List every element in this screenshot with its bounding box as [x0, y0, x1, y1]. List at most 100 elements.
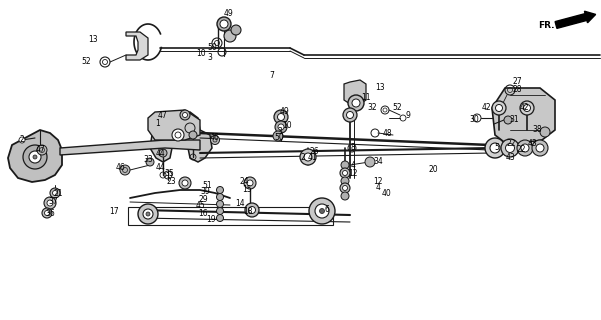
Text: 48: 48 [382, 129, 392, 138]
Circle shape [485, 138, 505, 158]
Text: 38: 38 [532, 125, 542, 134]
Circle shape [247, 180, 253, 186]
Text: 10: 10 [282, 121, 292, 130]
Circle shape [216, 194, 224, 201]
Text: 22: 22 [506, 139, 516, 148]
Text: 4: 4 [376, 182, 380, 191]
Polygon shape [8, 130, 62, 182]
Text: 12: 12 [348, 169, 358, 178]
Circle shape [44, 211, 49, 215]
Text: 9: 9 [406, 111, 410, 121]
Text: 33: 33 [143, 156, 153, 164]
Circle shape [304, 153, 312, 161]
Text: 21: 21 [53, 189, 63, 198]
Circle shape [245, 203, 259, 217]
Circle shape [42, 208, 52, 218]
Text: 15: 15 [242, 186, 252, 195]
Circle shape [320, 209, 325, 213]
Text: 10: 10 [196, 49, 206, 58]
Text: 49: 49 [223, 9, 233, 18]
Text: 28: 28 [512, 84, 522, 93]
Circle shape [146, 158, 154, 166]
Circle shape [248, 206, 255, 213]
Bar [128, 207, 333, 225]
Circle shape [44, 197, 56, 209]
Text: 52: 52 [81, 58, 91, 67]
Text: 32: 32 [367, 103, 377, 113]
Text: 44: 44 [155, 164, 165, 172]
Circle shape [224, 30, 236, 42]
Circle shape [309, 198, 335, 224]
Text: 14: 14 [235, 199, 245, 209]
Circle shape [23, 145, 47, 169]
Circle shape [520, 101, 534, 115]
Circle shape [315, 204, 329, 218]
Circle shape [244, 177, 256, 189]
Text: 45: 45 [196, 202, 206, 211]
Circle shape [273, 131, 283, 141]
Polygon shape [126, 32, 148, 60]
Text: 29: 29 [198, 195, 208, 204]
Circle shape [37, 145, 47, 155]
Text: 26: 26 [309, 147, 319, 156]
Circle shape [348, 95, 364, 111]
Text: 51: 51 [202, 180, 212, 189]
Circle shape [159, 149, 167, 157]
Circle shape [216, 187, 224, 194]
Text: 11: 11 [361, 93, 371, 102]
Circle shape [517, 140, 533, 156]
Text: 3: 3 [278, 127, 282, 137]
Circle shape [146, 212, 150, 216]
Text: 13: 13 [88, 36, 98, 44]
Circle shape [19, 137, 25, 143]
Circle shape [340, 183, 350, 193]
Text: 42: 42 [519, 103, 529, 113]
Text: 23: 23 [166, 177, 176, 186]
Text: 42: 42 [481, 103, 491, 113]
Circle shape [29, 151, 41, 163]
Circle shape [278, 114, 284, 121]
Circle shape [180, 110, 190, 120]
Text: 5: 5 [495, 143, 499, 153]
Circle shape [540, 127, 550, 137]
Circle shape [532, 140, 548, 156]
Text: 13: 13 [375, 84, 385, 92]
Circle shape [210, 135, 219, 145]
Text: 34: 34 [373, 156, 383, 165]
Text: 46: 46 [209, 133, 219, 142]
Text: FR.: FR. [538, 21, 554, 30]
Circle shape [172, 129, 184, 141]
Text: 12: 12 [373, 177, 383, 186]
FancyArrow shape [555, 11, 596, 28]
Text: 50: 50 [207, 43, 217, 52]
Circle shape [179, 177, 191, 189]
Circle shape [341, 161, 349, 169]
Text: 17: 17 [109, 207, 119, 217]
Text: 6: 6 [325, 204, 329, 213]
Text: 1: 1 [156, 118, 160, 127]
Circle shape [138, 204, 158, 224]
Text: 43: 43 [528, 140, 538, 148]
Text: 24: 24 [239, 177, 249, 186]
Circle shape [47, 200, 53, 206]
Circle shape [220, 20, 228, 28]
Circle shape [275, 121, 287, 133]
Text: 49: 49 [279, 108, 289, 116]
Circle shape [274, 110, 288, 124]
Text: 27: 27 [512, 77, 522, 86]
Circle shape [352, 99, 360, 107]
Text: 35: 35 [164, 170, 174, 179]
Polygon shape [148, 110, 200, 140]
Circle shape [536, 144, 544, 152]
Text: 50: 50 [274, 133, 284, 142]
Text: 18: 18 [243, 206, 253, 215]
Text: 43: 43 [505, 153, 515, 162]
Circle shape [343, 171, 347, 175]
Polygon shape [344, 80, 366, 104]
Text: 20: 20 [428, 165, 438, 174]
Circle shape [143, 209, 153, 219]
Circle shape [343, 186, 347, 190]
Circle shape [183, 113, 188, 117]
Circle shape [231, 25, 241, 35]
Text: 8: 8 [350, 143, 355, 153]
